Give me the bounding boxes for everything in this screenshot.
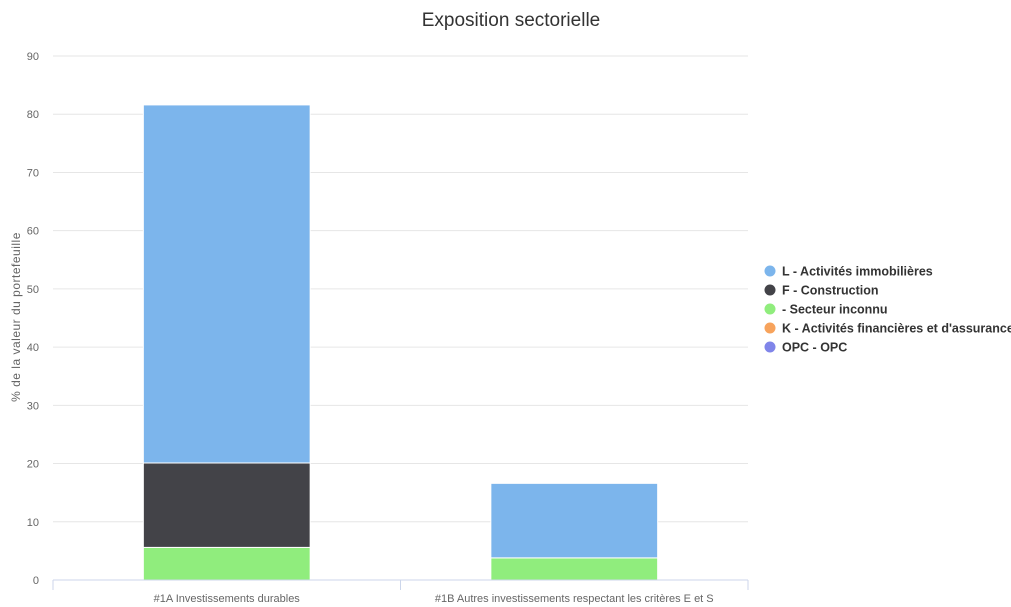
legend-item[interactable]: F - Construction (764, 284, 879, 298)
y-tick-label: 50 (27, 284, 39, 296)
legend-item[interactable]: OPC - OPC (764, 341, 848, 355)
legend-symbol (764, 265, 776, 277)
x-category-label: #1B Autres investissements respectant le… (435, 593, 714, 605)
x-axis-ticks (52, 580, 749, 590)
legend-symbol (764, 303, 776, 315)
x-category-label: #1A Investissements durables (154, 593, 301, 605)
y-tick-label: 10 (27, 517, 39, 529)
chart-title: Exposition sectorielle (422, 10, 600, 31)
legend-item[interactable]: K - Activités financières et d'assurance (764, 322, 1011, 336)
y-tick-label: 70 (27, 167, 39, 179)
bars (142, 104, 659, 581)
legend-label: F - Construction (782, 284, 879, 298)
x-axis-labels: #1A Investissements durables #1B Autres i… (154, 593, 714, 605)
legend-symbol (764, 284, 776, 296)
y-tick-label: 90 (27, 51, 39, 63)
y-tick-label: 20 (27, 459, 39, 471)
legend-label: - Secteur inconnu (782, 303, 888, 317)
legend-label: OPC - OPC (782, 341, 847, 355)
legend-label: K - Activités financières et d'assurance (782, 322, 1011, 336)
legend-symbol (764, 322, 776, 334)
y-axis-title: % de la valeur du portefeuille (9, 232, 23, 402)
legend-label: L - Activités immobilières (782, 265, 933, 279)
legend-item[interactable]: - Secteur inconnu (764, 303, 888, 317)
y-tick-label: 0 (33, 575, 39, 587)
y-tick-label: 40 (27, 342, 39, 354)
y-tick-label: 60 (27, 226, 39, 238)
y-axis-ticks: 0 10 20 30 40 50 60 70 80 90 (27, 51, 39, 587)
legend[interactable]: L - Activités immobilières F - Constructi… (764, 265, 1011, 355)
bar-segment[interactable] (490, 482, 659, 559)
bar-segment[interactable] (490, 557, 659, 581)
legend-symbol (764, 341, 776, 353)
y-tick-label: 80 (27, 109, 39, 121)
bar-segment[interactable] (142, 104, 311, 464)
legend-item[interactable]: L - Activités immobilières (764, 265, 933, 279)
bar-segment[interactable] (142, 462, 311, 548)
bar-segment[interactable] (142, 546, 311, 581)
y-tick-label: 30 (27, 400, 39, 412)
